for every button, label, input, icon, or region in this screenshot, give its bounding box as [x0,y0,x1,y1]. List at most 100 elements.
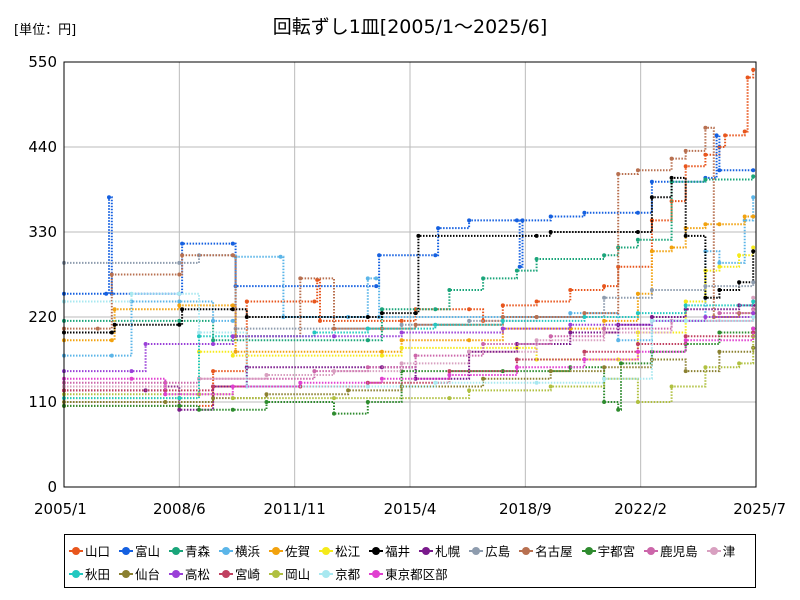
legend-item: 宮崎 [219,564,260,583]
x-tick-label: 2015/4 [384,500,437,518]
series-line [64,301,755,400]
data-point [582,357,587,362]
data-point [211,342,216,346]
data-point [602,318,607,323]
series-12 [62,307,756,385]
unit-label: [単位：円] [14,22,76,38]
data-point [534,299,539,304]
data-point [346,388,351,393]
legend-item: 名古屋 [519,541,573,560]
data-point [602,326,607,331]
data-point [211,369,216,374]
y-tick-label: 550 [28,53,57,71]
series-line [64,328,755,396]
series-line [64,304,754,411]
legend-marker [644,544,659,558]
data-point [379,353,384,358]
data-point [742,129,747,134]
data-point [379,376,384,381]
legend-marker [319,544,334,558]
series-line [64,69,755,407]
series-line [64,254,755,330]
legend-marker [119,544,134,558]
data-point [514,218,519,223]
data-point [264,400,269,404]
data-point [332,369,336,374]
data-point [399,322,404,327]
data-point [602,284,607,289]
data-point [751,174,756,179]
legend-label: 松江 [335,544,361,559]
legend-marker [69,567,83,581]
legend-label: 広島 [485,544,511,559]
y-tick-label: 110 [28,393,57,411]
data-point [635,400,640,404]
data-point [683,148,688,153]
data-point [230,384,235,389]
data-point [177,318,182,323]
data-point [635,168,640,173]
y-tick-label: 0 [47,478,57,496]
data-point [751,326,756,331]
x-axis: 2005/1 2008/6 2011/11 2015/4 2018/9 2022/2 202… [34,500,786,518]
legend-label: 宮崎 [235,567,261,582]
data-point [177,407,182,412]
legend-label: 秋田 [85,567,111,582]
data-point [703,222,708,227]
legend-item: 秋田 [69,564,110,583]
data-point [447,288,452,292]
legend-marker [219,567,234,581]
data-point [737,361,742,366]
legend-label: 佐賀 [285,544,311,559]
chart-canvas: [単位：円] 回転ずし1皿[2005/1～2025/6] 0 110 220 330 4… [14,16,786,518]
data-point [520,218,525,223]
data-point [635,349,640,354]
data-point [143,342,148,346]
data-point [481,276,486,281]
data-point [230,241,235,246]
data-point [230,253,235,258]
data-point [514,268,519,273]
data-point [582,349,587,354]
legend: 山口 富山 青森 横浜 佐賀 松江 福井 札幌 広島 名古屋 宇都宮 鹿児島 津 秋田 仙台 高松 宮崎 岡山 京… [64,534,756,588]
data-point [703,365,708,370]
data-point [500,326,505,331]
legend-marker [169,544,184,558]
data-point [703,284,708,289]
data-point [751,214,756,219]
data-point [481,376,486,381]
data-point [616,407,621,412]
legend-label: 山口 [85,544,111,559]
data-point [129,376,134,381]
data-point [399,345,404,350]
data-point [211,338,216,343]
series-line [64,176,755,334]
data-point [433,380,438,385]
series-line [64,215,754,353]
data-point [703,315,708,319]
data-point [447,369,452,374]
data-point [197,330,201,335]
series-line [64,134,754,295]
data-point [230,303,235,308]
legend-label: 岡山 [285,567,311,582]
legend-item: 松江 [319,541,360,560]
data-point [582,315,587,319]
data-point [315,277,320,282]
data-point [481,342,486,346]
data-point [534,315,539,319]
legend-label: 津 [722,544,736,559]
x-tick-label: 2025/7 [733,500,786,518]
data-point [399,361,404,366]
y-tick-label: 440 [28,138,57,156]
data-point [177,322,182,327]
data-point [332,396,336,401]
data-point [413,311,418,316]
data-point [751,315,756,319]
data-point [751,299,756,304]
series-line [64,313,755,373]
legend-marker [581,544,596,558]
series-line [64,297,755,388]
data-point [312,330,317,335]
data-point [365,365,370,370]
